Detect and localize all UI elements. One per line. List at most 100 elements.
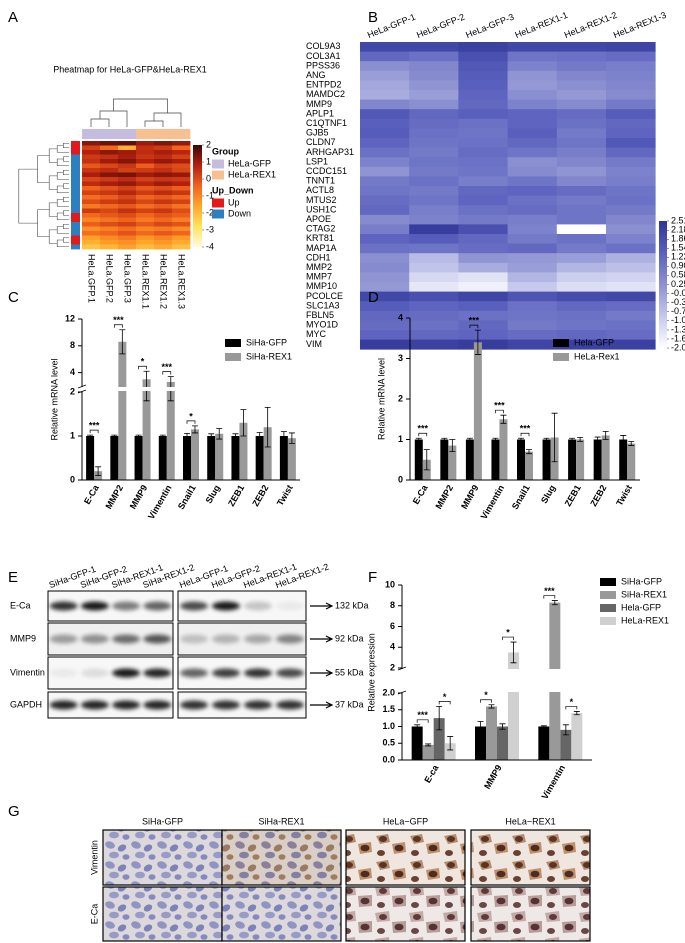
heatmap-cell bbox=[360, 330, 410, 340]
heatmap-cell bbox=[507, 176, 558, 187]
y-tick-label: 0 bbox=[398, 474, 403, 484]
significance-label: *** bbox=[544, 586, 555, 596]
heatmap-cell bbox=[458, 282, 508, 292]
error-bar bbox=[240, 409, 247, 437]
heatmap-cell bbox=[154, 222, 173, 227]
heatmap-cell bbox=[100, 222, 119, 227]
colorbar-tick-label: 0.90 bbox=[671, 261, 685, 271]
axis-break bbox=[76, 387, 300, 391]
row-annotation bbox=[71, 154, 80, 160]
error-bar bbox=[477, 721, 484, 732]
heatmap-cell bbox=[409, 330, 459, 340]
blot-band bbox=[112, 634, 141, 644]
heatmap-cell bbox=[82, 235, 101, 241]
axis-break-mark bbox=[397, 666, 407, 695]
heatmap-cell bbox=[154, 231, 173, 236]
error-bar bbox=[551, 600, 558, 606]
heatmap-cell bbox=[172, 186, 191, 191]
heatmap-cell bbox=[172, 145, 191, 151]
bar bbox=[231, 436, 240, 480]
column-label: HeLa.GFP.3 bbox=[123, 254, 133, 303]
significance-bracket bbox=[543, 595, 556, 599]
heatmap-cell bbox=[360, 291, 410, 302]
error-bar bbox=[562, 724, 569, 736]
heatmap-cell bbox=[409, 99, 459, 110]
heatmap-cell bbox=[82, 159, 101, 164]
heatmap-cell bbox=[507, 310, 558, 321]
x-tick-label: Slug bbox=[539, 483, 557, 505]
heatmap-cell bbox=[154, 186, 173, 191]
column-label: HeLa-REX1-2 bbox=[563, 10, 619, 40]
error-bar bbox=[256, 432, 263, 440]
heatmap-cell bbox=[556, 301, 607, 312]
significance-bracket bbox=[495, 409, 504, 414]
row-annotation bbox=[71, 186, 80, 191]
heatmap-cell bbox=[409, 147, 459, 158]
legend-swatch bbox=[212, 209, 224, 219]
row-label: COL9A3 bbox=[306, 41, 341, 51]
heatmap-cell bbox=[118, 244, 137, 250]
legend-swatch bbox=[225, 353, 241, 361]
blot-band bbox=[276, 668, 304, 678]
heatmap-cell bbox=[118, 213, 137, 218]
error-bar bbox=[449, 439, 456, 453]
blot-band bbox=[49, 601, 78, 611]
heatmap-cell bbox=[606, 301, 656, 312]
x-tick-label: ZEB1 bbox=[226, 483, 246, 508]
heatmap-cell bbox=[556, 243, 607, 254]
significance-label: * bbox=[141, 357, 145, 367]
heatmap-cell bbox=[100, 141, 119, 146]
heatmap-cell bbox=[606, 282, 656, 292]
size-label: 37 kDa bbox=[335, 699, 364, 709]
bar bbox=[414, 439, 423, 480]
bar bbox=[601, 435, 610, 480]
heatmap-cell bbox=[100, 217, 119, 223]
heatmap-cell bbox=[606, 205, 656, 216]
heatmap-cell bbox=[154, 244, 173, 250]
heatmap-cell bbox=[458, 262, 508, 273]
row-label: MMP10 bbox=[306, 281, 337, 291]
bar bbox=[287, 438, 296, 480]
heatmap-cell bbox=[458, 330, 508, 340]
heatmap-cell bbox=[606, 61, 656, 72]
heatmap-cell bbox=[172, 217, 191, 223]
legend-swatch bbox=[212, 198, 224, 208]
heatmap-cell bbox=[556, 157, 607, 168]
heatmap-cell bbox=[172, 244, 191, 250]
heatmap-cell bbox=[136, 240, 155, 245]
heatmap-cell bbox=[507, 320, 558, 331]
error-bar bbox=[192, 425, 198, 434]
row-annotation bbox=[71, 222, 80, 227]
heatmap-cell bbox=[82, 244, 101, 250]
legend-swatch bbox=[600, 604, 616, 612]
heatmap-cell bbox=[172, 181, 191, 187]
axis-break-mark bbox=[77, 384, 87, 394]
row-annotation bbox=[71, 190, 80, 196]
row-annotation bbox=[71, 181, 80, 187]
blot-band bbox=[49, 634, 78, 644]
heatmap-cell bbox=[507, 282, 558, 292]
error-bar bbox=[577, 437, 584, 442]
heatmap-cell bbox=[507, 291, 558, 302]
heatmap-cell bbox=[507, 262, 558, 273]
blot-band bbox=[49, 668, 78, 678]
row-label: ARHGAP31 bbox=[306, 147, 354, 157]
blot-band bbox=[80, 601, 109, 611]
x-tick-label: E-ca bbox=[422, 762, 441, 784]
row-label: GJB5 bbox=[306, 128, 329, 138]
row-annotation bbox=[71, 159, 80, 164]
heatmap-cell bbox=[118, 159, 137, 164]
bar bbox=[158, 436, 167, 480]
heatmap-cell bbox=[118, 240, 137, 245]
heatmap-cell bbox=[82, 213, 101, 218]
heatmap-cell bbox=[154, 226, 173, 232]
heatmap-cell bbox=[606, 147, 656, 158]
heatmap-cell bbox=[409, 166, 459, 177]
heatmap-cell bbox=[409, 138, 459, 148]
colorbar-tick-label: 0.25 bbox=[671, 279, 685, 289]
heatmap-cell bbox=[82, 240, 101, 245]
heatmap-cell bbox=[136, 244, 155, 250]
blot-band bbox=[180, 601, 208, 611]
heatmap-cell bbox=[118, 222, 137, 227]
blot-band bbox=[143, 601, 172, 611]
